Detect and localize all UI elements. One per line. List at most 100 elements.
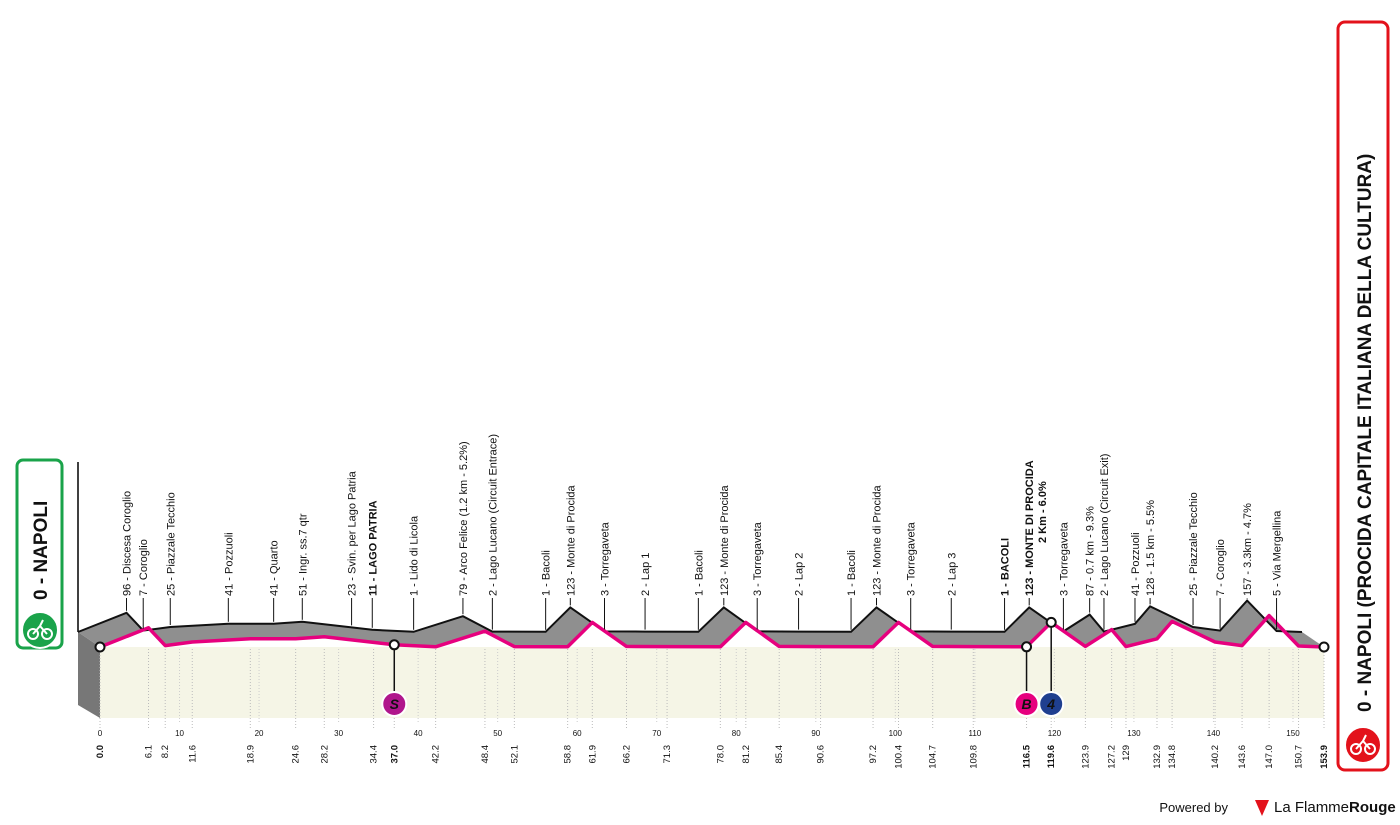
waypoint-label: 1 - BACOLI xyxy=(1000,538,1012,596)
x-tick-label: 140 xyxy=(1207,729,1221,738)
waypoint-label: 1 - Lido di Licola xyxy=(409,515,421,596)
km-label: 123.9 xyxy=(1080,745,1091,769)
waypoint-label: 23 - Svin. per Lago Patria xyxy=(347,470,359,596)
marker-dot xyxy=(1021,641,1033,653)
waypoint-label: 123 - Monte di Procida xyxy=(719,484,731,596)
waypoint-label: 2 - Lap 3 xyxy=(946,553,958,596)
waypoint-label: 7 - Coroglio xyxy=(1215,539,1227,596)
waypoint-label: 2 - Lago Lucano (Circuit Exit) xyxy=(1099,454,1111,596)
km-label: 129 xyxy=(1121,745,1132,761)
marker-dot xyxy=(1045,616,1057,628)
km-label: 81.2 xyxy=(741,745,752,764)
waypoint-label: 87 - 0.7 km - 9.3% xyxy=(1085,506,1097,596)
finish-label: 0 - NAPOLI (PROCIDA CAPITALE ITALIANA DE… xyxy=(1355,154,1376,712)
waypoint-label: 41 - Pozzuoli xyxy=(223,532,235,596)
x-tick-label: 90 xyxy=(811,729,820,738)
km-label: 6.1 xyxy=(144,745,155,758)
km-label: 132.9 xyxy=(1152,745,1163,769)
km-label: 153.9 xyxy=(1319,745,1330,769)
km-label: 28.2 xyxy=(319,745,330,764)
endpoint-dot xyxy=(1318,641,1330,653)
waypoint-label: 128 - 1.5 km - 5.5% xyxy=(1145,500,1157,596)
waypoint-label: 2 - Lap 1 xyxy=(640,553,652,596)
waypoint-label: 3 - Torregaveta xyxy=(1058,521,1070,596)
waypoint-label: 2 - Lago Lucano (Circuit Entrace) xyxy=(487,434,499,596)
x-tick-label: 50 xyxy=(493,729,502,738)
marker-label: S xyxy=(390,696,400,712)
waypoint-label: 157 - 3.3km - 4.7% xyxy=(1242,503,1254,596)
x-tick-label: 80 xyxy=(732,729,741,738)
x-tick-label: 30 xyxy=(334,729,343,738)
waypoint-label: 123 - Monte di Procida xyxy=(565,484,577,596)
ground-side xyxy=(78,632,100,718)
km-label: 18.9 xyxy=(245,745,256,764)
x-tick-label: 100 xyxy=(889,729,903,738)
waypoint-label: 51 - Ingr. ss.7 qtr xyxy=(297,513,309,596)
km-label: 11.6 xyxy=(187,745,198,763)
km-label: 78.0 xyxy=(715,745,726,764)
profile-area xyxy=(78,600,1324,647)
marker-note: 2 Km - 6.0% xyxy=(1037,481,1049,543)
km-label: 143.6 xyxy=(1237,745,1248,769)
x-tick-label: 70 xyxy=(652,729,661,738)
km-label: 140.2 xyxy=(1210,745,1221,769)
km-label: 66.2 xyxy=(622,745,633,764)
finish-box xyxy=(1336,20,1390,772)
brand-a: La Flamme xyxy=(1274,799,1349,816)
km-label: 104.7 xyxy=(928,745,939,769)
x-tick-label: 0 xyxy=(98,729,103,738)
km-label: 119.6 xyxy=(1046,745,1057,768)
waypoint-label: 41 - Pozzuoli xyxy=(1130,532,1142,596)
x-tick-label: 60 xyxy=(573,729,582,738)
waypoint-label: 3 - Torregaveta xyxy=(906,521,918,596)
waypoint-label: 5 - Via Mergellina xyxy=(1272,510,1284,596)
marker-badge xyxy=(1038,691,1065,717)
km-label: 52.1 xyxy=(509,745,520,764)
marker-badge xyxy=(381,691,408,717)
waypoint-label: 25 - Piazzale Tecchio xyxy=(1188,492,1200,596)
waypoint-label: 11 - LAGO PATRIA xyxy=(367,500,379,596)
km-label: 0.0 xyxy=(95,745,106,758)
waypoint-label: 96 - Discesa Coroglio xyxy=(122,491,134,596)
x-tick-label: 20 xyxy=(255,729,264,738)
marker-label: B xyxy=(1021,696,1031,712)
start-label: 0 - NAPOLI xyxy=(31,501,52,600)
waypoint-label: 1 - Bacoli xyxy=(846,550,858,596)
waypoint-label: 123 - Monte di Procida xyxy=(872,484,884,596)
waypoint-label: 41 - Quarto xyxy=(269,540,281,596)
km-label: 48.4 xyxy=(480,745,491,764)
km-label: 71.3 xyxy=(662,745,673,764)
x-tick-label: 130 xyxy=(1127,729,1141,738)
waypoint-label: 3 - Torregaveta xyxy=(600,521,612,596)
bike-icon xyxy=(27,619,53,640)
km-label: 97.2 xyxy=(868,745,879,764)
x-tick-label: 150 xyxy=(1286,729,1300,738)
x-tick-label: 10 xyxy=(175,729,184,738)
waypoint-label: 123 - MONTE DI PROCIDA xyxy=(1024,460,1036,596)
brand-logo xyxy=(1255,800,1269,816)
marker-dot xyxy=(388,639,400,651)
x-tick-label: 40 xyxy=(414,729,423,738)
x-tick-label: 120 xyxy=(1048,729,1062,738)
waypoint-label: 7 - Coroglio xyxy=(138,539,150,596)
finish-icon xyxy=(1344,726,1382,764)
km-label: 37.0 xyxy=(389,745,400,764)
waypoint-label: 1 - Bacoli xyxy=(693,550,705,596)
ground xyxy=(100,647,1324,718)
km-label: 109.8 xyxy=(968,745,979,769)
waypoint-label: 25 - Piazzale Tecchio xyxy=(165,492,177,596)
km-label: 8.2 xyxy=(160,745,171,758)
km-label: 116.5 xyxy=(1022,744,1033,768)
km-label: 100.4 xyxy=(894,745,905,769)
brand: La FlammeRouge xyxy=(1274,799,1396,816)
route-line xyxy=(99,613,1325,649)
powered-by: Powered by xyxy=(1159,800,1228,815)
km-label: 85.4 xyxy=(774,745,785,764)
marker-label: 4 xyxy=(1046,696,1055,712)
km-label: 34.4 xyxy=(369,745,380,764)
waypoint-label: 3 - Torregaveta xyxy=(752,521,764,596)
endpoint-dot xyxy=(94,641,106,653)
km-label: 90.6 xyxy=(816,745,827,764)
